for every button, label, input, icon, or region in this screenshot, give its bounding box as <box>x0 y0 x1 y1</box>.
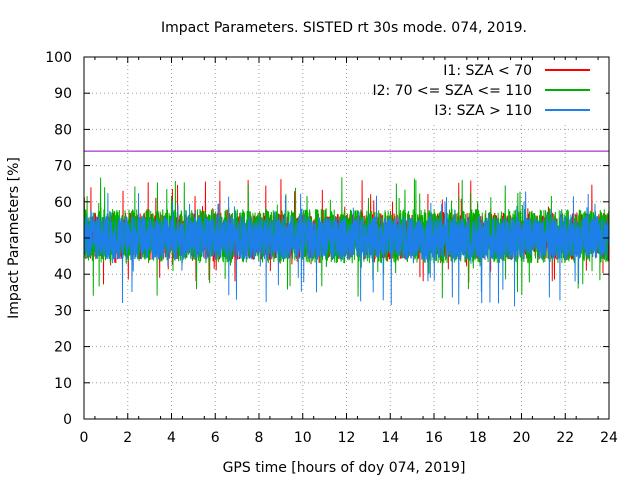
y-tick-label: 20 <box>54 340 72 356</box>
x-tick-label: 2 <box>123 430 132 446</box>
y-tick-label: 70 <box>54 159 72 175</box>
y-tick-label: 100 <box>45 50 72 66</box>
x-axis-label: GPS time [hours of doy 074, 2019] <box>223 460 466 476</box>
y-tick-label: 40 <box>54 267 72 283</box>
x-tick-label: 14 <box>381 430 399 446</box>
legend: I1: SZA < 70 I2: 70 <= SZA <= 110 I3: SZA … <box>372 60 606 122</box>
y-tick-label: 80 <box>54 122 72 138</box>
x-tick-label: 22 <box>556 430 574 446</box>
x-tick-label: 16 <box>425 430 443 446</box>
x-tick-label: 8 <box>255 430 264 446</box>
y-tick-label: 10 <box>54 376 72 392</box>
x-tick-label: 20 <box>513 430 531 446</box>
legend-label-1: I1: SZA < 70 <box>443 63 532 79</box>
y-tick-label: 30 <box>54 303 72 319</box>
chart-title: Impact Parameters. SISTED rt 30s mode. 0… <box>161 20 527 36</box>
x-tick-label: 4 <box>167 430 176 446</box>
x-tick-label: 6 <box>211 430 220 446</box>
y-tick-label: 60 <box>54 195 72 211</box>
x-tick-label: 18 <box>469 430 487 446</box>
y-tick-label: 50 <box>54 231 72 247</box>
x-tick-label: 0 <box>80 430 89 446</box>
x-tick-label: 10 <box>294 430 312 446</box>
plot-frame <box>83 56 610 420</box>
x-tick-label: 24 <box>600 430 618 446</box>
legend-label-3: I3: SZA > 110 <box>434 103 532 119</box>
y-axis-label: Impact Parameters [%] <box>6 157 22 319</box>
series-line-3 <box>83 191 610 307</box>
y-tick-label: 0 <box>63 412 72 428</box>
x-tick-label: 12 <box>338 430 356 446</box>
data-series <box>83 150 610 307</box>
legend-label-2: I2: 70 <= SZA <= 110 <box>372 83 532 99</box>
y-tick-label: 90 <box>54 86 72 102</box>
